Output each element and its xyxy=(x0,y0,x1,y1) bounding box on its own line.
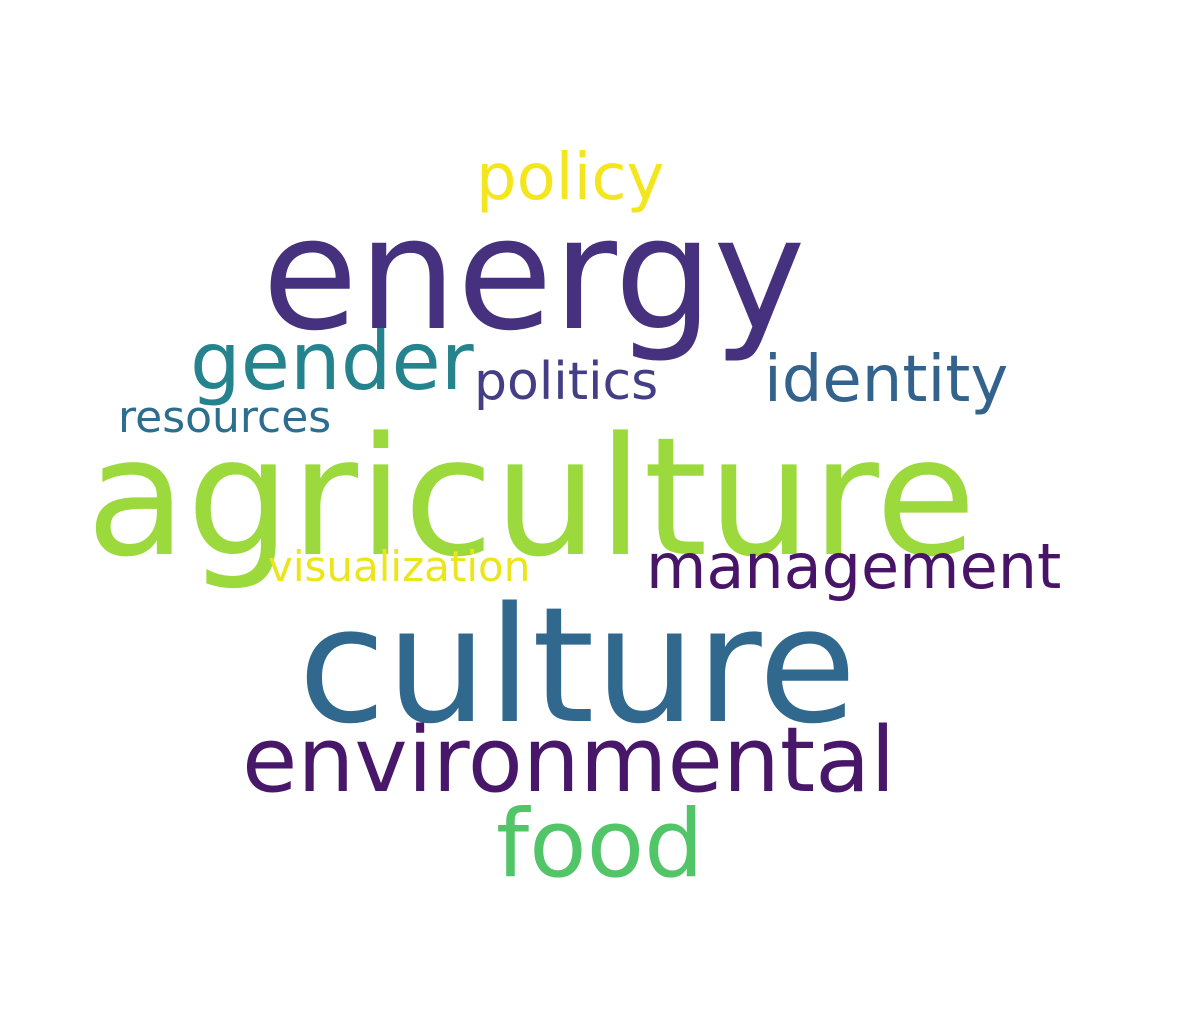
word-resources: resources xyxy=(118,392,332,443)
word-policy: policy xyxy=(476,141,665,215)
word-agriculture: agriculture xyxy=(86,402,977,593)
word-gender: gender xyxy=(190,315,474,408)
word-management: management xyxy=(646,530,1062,603)
word-environmental: environmental xyxy=(242,708,896,813)
word-politics: politics xyxy=(474,352,659,412)
word-energy: energy xyxy=(262,183,806,365)
word-culture: culture xyxy=(298,572,857,759)
word-food: food xyxy=(496,790,704,899)
word-visualization: visualization xyxy=(268,542,531,591)
word-identity: identity xyxy=(764,343,1009,417)
